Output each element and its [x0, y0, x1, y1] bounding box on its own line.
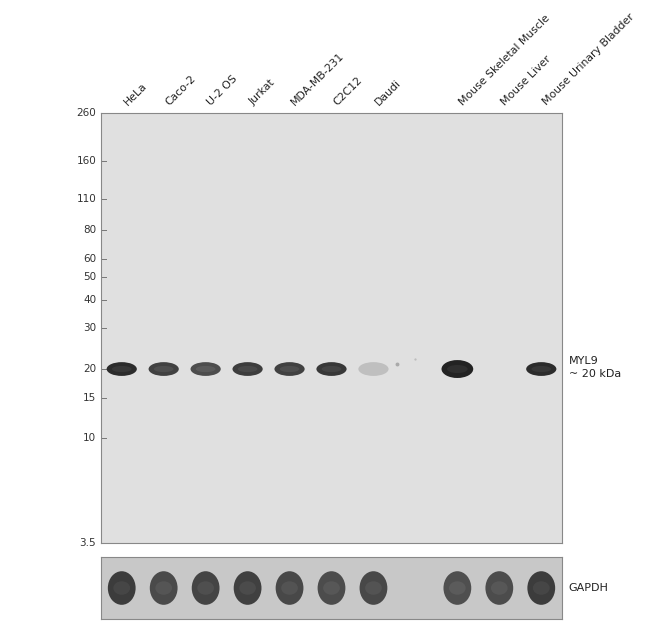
Ellipse shape: [533, 581, 550, 595]
Ellipse shape: [322, 366, 341, 372]
Ellipse shape: [443, 571, 471, 605]
Ellipse shape: [154, 366, 174, 372]
Ellipse shape: [150, 571, 177, 605]
Ellipse shape: [486, 571, 514, 605]
Ellipse shape: [280, 366, 300, 372]
Text: 260: 260: [77, 107, 96, 118]
Ellipse shape: [358, 362, 389, 376]
Ellipse shape: [239, 581, 256, 595]
Text: Caco-2: Caco-2: [164, 73, 198, 107]
Ellipse shape: [155, 581, 172, 595]
Ellipse shape: [198, 581, 214, 595]
Ellipse shape: [491, 581, 508, 595]
Ellipse shape: [276, 571, 304, 605]
Ellipse shape: [190, 362, 221, 376]
Text: 3.5: 3.5: [79, 538, 96, 548]
Text: 110: 110: [77, 194, 96, 204]
Ellipse shape: [527, 571, 555, 605]
Text: ~ 20 kDa: ~ 20 kDa: [569, 369, 621, 379]
Ellipse shape: [238, 366, 257, 372]
Ellipse shape: [112, 366, 131, 372]
Text: Mouse Liver: Mouse Liver: [499, 54, 553, 107]
Ellipse shape: [192, 571, 220, 605]
Ellipse shape: [149, 362, 179, 376]
Ellipse shape: [234, 571, 261, 605]
Text: 60: 60: [83, 254, 96, 264]
Ellipse shape: [449, 581, 465, 595]
Ellipse shape: [359, 571, 387, 605]
Ellipse shape: [107, 362, 137, 376]
Text: 160: 160: [77, 156, 96, 166]
Ellipse shape: [108, 571, 136, 605]
Ellipse shape: [196, 366, 215, 372]
Text: 30: 30: [83, 323, 96, 334]
Ellipse shape: [323, 581, 340, 595]
Text: HeLa: HeLa: [122, 80, 148, 107]
Text: Jurkat: Jurkat: [248, 78, 277, 107]
Ellipse shape: [113, 581, 130, 595]
Text: MDA-MB-231: MDA-MB-231: [289, 51, 346, 107]
Text: 50: 50: [83, 273, 96, 282]
Ellipse shape: [317, 362, 346, 376]
Text: U-2 OS: U-2 OS: [205, 73, 239, 107]
Text: 15: 15: [83, 393, 96, 403]
Ellipse shape: [281, 581, 298, 595]
Text: Mouse Skeletal Muscle: Mouse Skeletal Muscle: [458, 13, 552, 107]
Text: 10: 10: [83, 433, 96, 443]
Text: 80: 80: [83, 226, 96, 235]
Ellipse shape: [365, 581, 382, 595]
Ellipse shape: [274, 362, 305, 376]
Text: C2C12: C2C12: [332, 75, 364, 107]
Ellipse shape: [526, 362, 556, 376]
Text: MYL9: MYL9: [569, 356, 599, 367]
Ellipse shape: [233, 362, 263, 376]
Text: 40: 40: [83, 294, 96, 305]
Ellipse shape: [318, 571, 345, 605]
Ellipse shape: [447, 365, 467, 373]
Ellipse shape: [532, 366, 551, 372]
Ellipse shape: [441, 360, 473, 378]
Text: Mouse Urinary Bladder: Mouse Urinary Bladder: [541, 12, 636, 107]
Text: GAPDH: GAPDH: [569, 583, 608, 593]
Text: 20: 20: [83, 364, 96, 374]
Text: Daudi: Daudi: [374, 78, 403, 107]
